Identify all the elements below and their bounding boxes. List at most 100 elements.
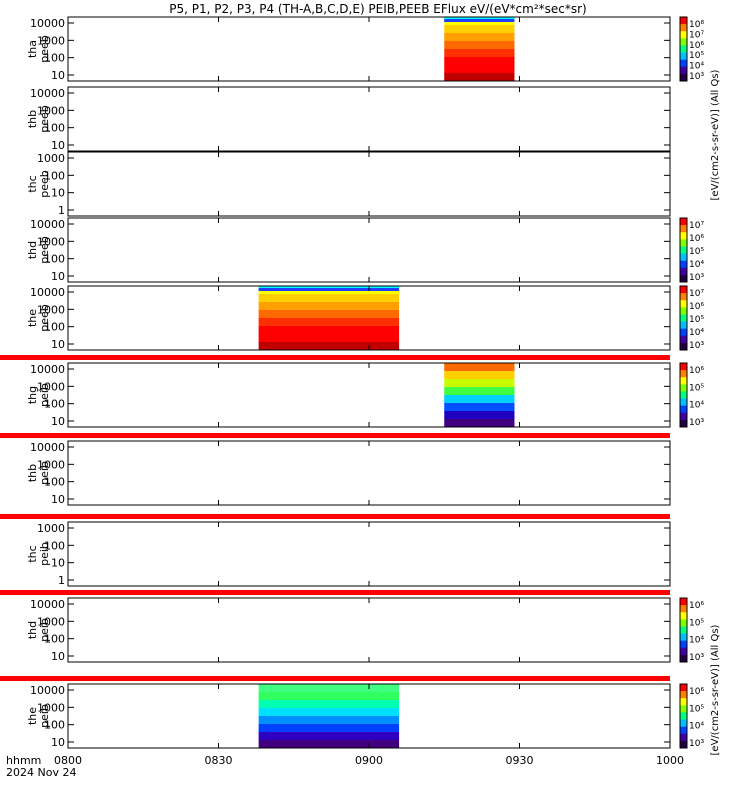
colorbar-tick-label: 10³ <box>689 273 704 283</box>
panel-frame <box>67 597 671 663</box>
panel-label-probe: thg <box>26 386 39 404</box>
y-tick-label: 1 <box>58 204 65 217</box>
x-tick-label: 0900 <box>355 754 383 767</box>
colorbar-tick-label: 10³ <box>689 653 704 663</box>
heatmap-cell <box>444 41 515 50</box>
colorbar-tick-label: 10³ <box>689 739 704 749</box>
panel-label-probe: thd <box>26 621 39 639</box>
y-tick-label: 10 <box>51 493 65 506</box>
panel-label-probe: thc <box>26 175 39 192</box>
heatmap-cell <box>444 403 515 412</box>
panel-label-probe: the <box>26 309 39 327</box>
y-tick-label: 10000 <box>30 286 65 299</box>
colorbar-segment <box>680 300 687 308</box>
y-tick-label: 100 <box>44 719 65 732</box>
panel-label-probe: thc <box>26 545 39 562</box>
heatmap-cell <box>444 395 515 404</box>
y-tick-label: 100 <box>44 398 65 411</box>
colorbar-frame <box>679 597 688 663</box>
colorbar-segment <box>680 225 687 233</box>
y-tick-label: 100 <box>44 253 65 266</box>
colorbar-segment <box>680 38 687 46</box>
y-tick-label: 10000 <box>30 598 65 611</box>
y-tick-label: 10000 <box>30 363 65 376</box>
y-tick-label: 100 <box>44 476 65 489</box>
colorbar-tick-label: 10⁵ <box>689 247 704 257</box>
heatmap-cell <box>258 318 400 327</box>
colorbar-segment <box>680 328 687 337</box>
heatmap-cell <box>444 25 515 34</box>
heatmap-cell <box>444 65 515 74</box>
colorbar-segment <box>680 691 687 699</box>
colorbar-segment <box>680 363 687 371</box>
colorbar-tick-label: 10⁶ <box>689 41 704 51</box>
colorbar-tick-label: 10³ <box>689 418 704 428</box>
colorbar-segment <box>680 267 687 276</box>
colorbar-segment <box>680 293 687 301</box>
y-tick-label: 10 <box>51 338 65 351</box>
colorbar-segment <box>680 274 687 283</box>
heatmap-cell <box>444 19 515 22</box>
x-tick-label: 1000 <box>656 754 684 767</box>
colorbar-segment <box>680 370 687 378</box>
heatmap-cell <box>444 33 515 42</box>
panel-label-probe: the <box>26 707 39 725</box>
y-tick-label: 100 <box>44 122 65 135</box>
y-tick-label: 10 <box>51 270 65 283</box>
colorbar-tick-label: 10⁸ <box>689 20 704 30</box>
y-tick-label: 10 <box>51 736 65 749</box>
y-tick-label: 1000 <box>37 303 65 316</box>
colorbar-frame <box>679 16 688 82</box>
colorbar-segment <box>680 246 687 255</box>
colorbar-tick-label: 10³ <box>689 72 704 82</box>
heatmap-cell <box>258 692 400 701</box>
y-tick-label: 100 <box>44 169 65 182</box>
heatmap-cell <box>444 73 515 82</box>
colorbar-segment <box>680 733 687 742</box>
colorbar-tick-label: 10⁵ <box>689 704 704 714</box>
colorbar-tick-label: 10⁴ <box>689 328 704 338</box>
colorbar-tick-label: 10⁴ <box>689 401 704 411</box>
panel-label-probe: thb <box>26 464 39 482</box>
heatmap-cell <box>258 334 400 343</box>
panel-label-product: peeb <box>38 35 51 63</box>
colorbar-segment <box>680 633 687 642</box>
y-tick-label: 100 <box>44 321 65 334</box>
colorbar-tick-label: 10⁴ <box>689 722 704 732</box>
colorbar-segment <box>680 232 687 240</box>
panel-frame <box>67 217 671 283</box>
red-band <box>0 514 670 519</box>
colorbar-segment <box>680 619 687 627</box>
colorbar-segment <box>680 307 687 315</box>
colorbar-segment <box>680 391 687 400</box>
colorbar-segment <box>680 73 687 82</box>
heatmap-cell <box>258 326 400 335</box>
colorbar-label-top: [eV/(cm2-s-sr-eV)] (All Qs) <box>710 69 721 200</box>
colorbar-segment <box>680 45 687 54</box>
colorbar-segment <box>680 384 687 392</box>
colorbar-segment <box>680 31 687 39</box>
colorbar-segment <box>680 52 687 61</box>
colorbar-tick-label: 10⁷ <box>689 289 704 299</box>
colorbar-tick-label: 10⁴ <box>689 636 704 646</box>
panel-label-product: peeb <box>38 105 51 133</box>
heatmap-cell <box>444 49 515 58</box>
heatmap-cell <box>258 310 400 319</box>
x-tick-label: 0830 <box>205 754 233 767</box>
heatmap-cell <box>258 294 400 303</box>
heatmap-cell <box>258 288 400 291</box>
heatmap-cell <box>444 419 515 428</box>
colorbar-segment <box>680 218 687 226</box>
colorbar-segment <box>680 605 687 613</box>
panel-label-probe: tha <box>26 40 39 58</box>
colorbar-segment <box>680 260 687 269</box>
heatmap-cell <box>444 379 515 388</box>
colorbar-tick-label: 10⁶ <box>689 234 704 244</box>
colorbar-segment <box>680 17 687 25</box>
colorbar-tick-label: 10⁴ <box>689 62 704 72</box>
panel-label-product: peib <box>38 461 51 485</box>
colorbar-segment <box>680 377 687 385</box>
date-label: 2024 Nov 24 <box>6 766 76 779</box>
y-tick-label: 1000 <box>37 235 65 248</box>
